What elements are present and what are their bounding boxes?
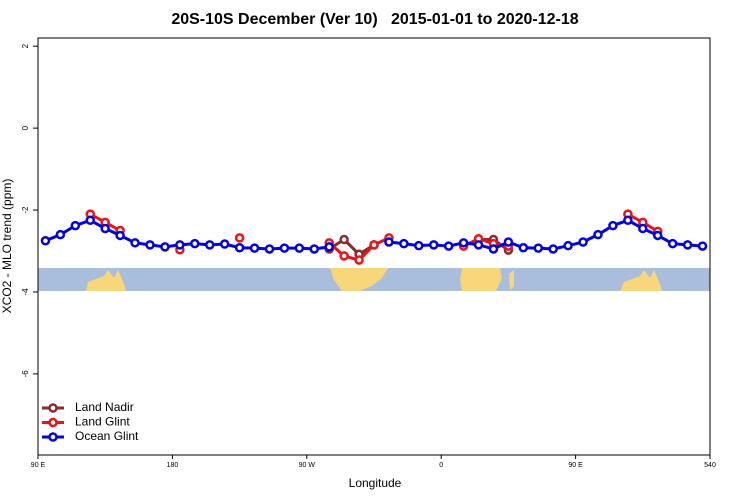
point [548,244,558,254]
point [234,242,245,253]
land-shape [86,270,126,291]
y-tick-label: -2 [21,206,30,214]
point [339,234,349,245]
legend-label: Land Nadir [75,400,134,414]
point [428,240,439,250]
point [249,243,260,253]
point [652,230,663,241]
point [638,223,648,234]
legend-marker [48,403,58,413]
point [488,244,499,254]
legend-marker [48,417,58,428]
point [503,237,514,247]
x-axis-label: Longitude [349,476,402,490]
point [190,238,200,249]
y-tick-label: -4 [21,288,30,296]
x-tick-label: 90 E [31,462,46,469]
point [473,240,484,250]
point [533,243,544,253]
point [234,233,245,243]
land-shape [460,268,502,291]
land-shape [330,268,388,291]
point [204,240,215,250]
legend-marker [48,432,58,442]
point [443,241,454,251]
point [85,215,96,226]
x-tick-label: 90 W [299,462,316,469]
point [354,255,364,265]
point [697,241,708,251]
chart-title: 20S-10S December (Ver 10) 2015-01-01 to … [171,11,578,28]
point [40,236,51,246]
point [608,220,618,231]
x-tick-label: 180 [167,462,179,469]
point [115,230,125,241]
legend-label: Land Glint [75,415,130,429]
point [264,244,275,254]
point [294,243,305,253]
point [623,215,633,226]
x-tick-label: 0 [439,462,443,469]
point [384,237,394,247]
point [667,238,678,249]
point [578,237,588,247]
point [279,243,290,253]
series [40,215,708,254]
point [369,240,379,250]
point [324,242,334,252]
y-tick-label: 0 [21,125,30,130]
x-tick-label: 540 [704,462,716,469]
y-tick-label: -6 [21,370,30,378]
point [219,239,230,249]
point [399,238,409,249]
point [175,240,185,250]
point [518,242,529,253]
point [309,244,320,254]
land-shape [620,270,662,291]
point [339,251,349,261]
point [414,240,424,251]
series-line [89,212,659,262]
point [100,223,110,234]
legend-label: Ocean Glint [75,429,139,443]
point [563,240,573,251]
point [458,238,469,248]
plot-frame [37,37,711,456]
land-shape [509,270,514,290]
y-tick-label: 2 [21,43,30,48]
series [85,209,663,265]
x-tick-label: 90 E [568,462,583,469]
y-axis-label: XCO2 - MLO trend (ppm) [0,179,14,314]
point [593,229,603,240]
point [682,240,693,250]
point [145,240,155,250]
map-strip [38,268,710,291]
point [130,238,140,248]
point [70,220,81,231]
point [160,242,170,252]
point [55,229,66,240]
